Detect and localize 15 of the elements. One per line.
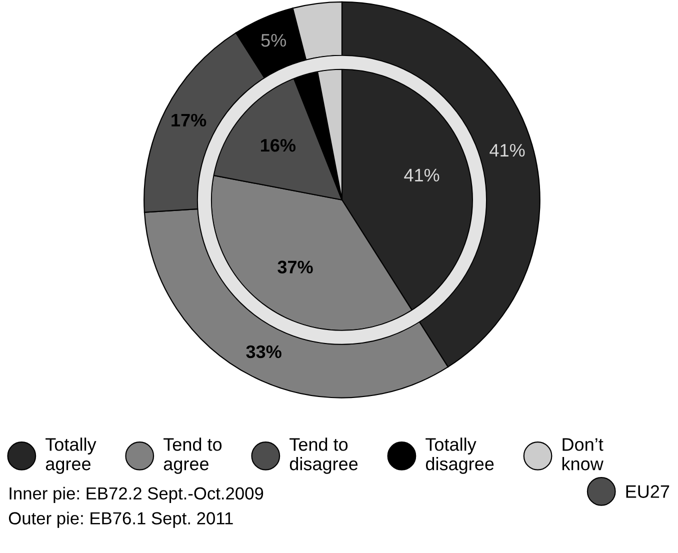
data-label: 41%	[490, 144, 525, 157]
legend-label: Tend to agree	[164, 438, 222, 474]
text: Inner pie: EB72.2 Sept.-Oct.2009	[10, 486, 264, 504]
legend-label: Tend to disagree	[290, 438, 358, 474]
data-label: 33%	[246, 345, 282, 358]
legend-label: Don’t know	[562, 438, 604, 470]
text: Outer pie: EB76.1 Sept. 2011	[8, 512, 233, 528]
legend-label: Totally disagree	[426, 438, 494, 474]
data-label: 5%	[261, 34, 286, 47]
data-label: 37%	[278, 260, 313, 274]
data-label: 17%	[172, 114, 206, 127]
data-label: 41%	[404, 168, 440, 182]
legend-title: EU27	[626, 485, 670, 498]
legend-label: Totally agree	[46, 438, 96, 474]
data-label: 16%	[261, 138, 296, 152]
